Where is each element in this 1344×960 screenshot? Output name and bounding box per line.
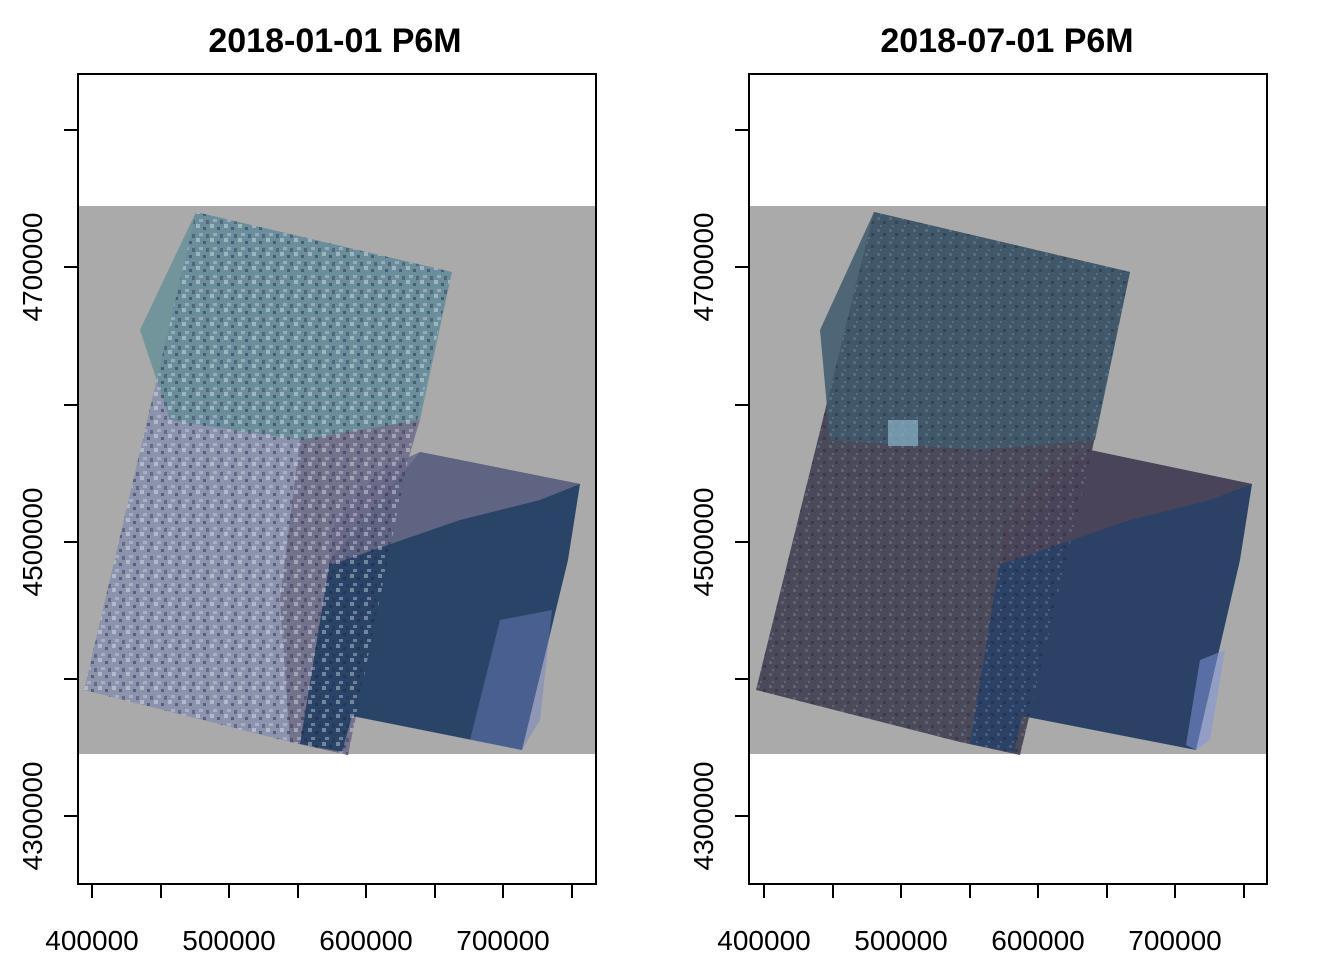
panel-2-x-tick-label: 500000 xyxy=(854,925,947,956)
panel-1-x-tick-label: 500000 xyxy=(182,925,275,956)
panel-2-y-axis: 4300000 4500000 4700000 xyxy=(688,129,749,871)
panel-2-x-axis: 400000 500000 600000 700000 xyxy=(717,884,1245,956)
panel-1-frame xyxy=(77,73,597,885)
panel-1-x-tick-label: 400000 xyxy=(45,925,138,956)
panel-1-haze xyxy=(470,610,552,750)
panel-2-x-tick-label: 700000 xyxy=(1128,925,1221,956)
panel-2-y-tick-label: 4300000 xyxy=(688,761,719,870)
panel-2-frame xyxy=(748,73,1268,885)
panel-1-x-axis: 400000 500000 600000 700000 xyxy=(45,884,573,956)
panel-2-x-tick-label: 400000 xyxy=(717,925,810,956)
panel-2-texture xyxy=(756,212,1130,755)
panel-2-title: 2018-07-01 P6M xyxy=(880,22,1133,60)
panel-2: 2018-07-01 P6M 400000 500000 600000 7000… xyxy=(688,22,1268,956)
panel-1-y-axis: 4300000 4500000 4700000 xyxy=(17,129,78,871)
panel-1-y-tick-label: 4300000 xyxy=(17,761,48,870)
panel-2-raster xyxy=(749,206,1267,755)
panel-2-y-tick-label: 4500000 xyxy=(688,487,719,596)
panel-1-raster xyxy=(78,206,596,755)
panel-1-y-tick-label: 4700000 xyxy=(17,212,48,321)
panel-1-x-tick-label: 700000 xyxy=(456,925,549,956)
panel-1-texture xyxy=(84,212,452,755)
panel-1-x-tick-label: 600000 xyxy=(319,925,412,956)
panel-2-haze xyxy=(1186,650,1225,750)
panel-2-y-tick-label: 4700000 xyxy=(688,212,719,321)
panel-2-x-tick-label: 600000 xyxy=(991,925,1084,956)
panel-1-y-tick-label: 4500000 xyxy=(17,487,48,596)
panel-1: 2018-01-01 P6M 400000 500000 xyxy=(17,22,597,956)
panel-2-bright-patch xyxy=(888,420,918,446)
panel-1-title: 2018-01-01 P6M xyxy=(208,22,461,60)
